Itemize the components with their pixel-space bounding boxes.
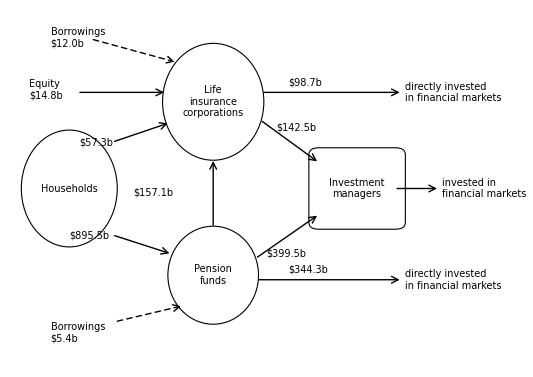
- Text: $142.5b: $142.5b: [276, 123, 316, 133]
- Text: Equity
$14.8b: Equity $14.8b: [29, 79, 63, 101]
- Text: $157.1b: $157.1b: [133, 187, 173, 197]
- Text: directly invested
in financial markets: directly invested in financial markets: [405, 81, 502, 103]
- Text: Borrowings
$12.0b: Borrowings $12.0b: [51, 27, 105, 49]
- Ellipse shape: [168, 226, 259, 324]
- Text: Households: Households: [41, 184, 98, 193]
- Text: Borrowings
$5.4b: Borrowings $5.4b: [51, 322, 105, 343]
- Text: invested in
financial markets: invested in financial markets: [442, 178, 527, 199]
- Text: Investment
managers: Investment managers: [329, 178, 385, 199]
- Text: Life
insurance
corporations: Life insurance corporations: [183, 85, 244, 118]
- FancyBboxPatch shape: [309, 148, 405, 229]
- Text: $98.7b: $98.7b: [288, 77, 322, 87]
- Ellipse shape: [21, 130, 117, 247]
- Text: $399.5b: $399.5b: [266, 249, 306, 259]
- Text: Pension
funds: Pension funds: [194, 264, 232, 286]
- Text: $344.3b: $344.3b: [288, 265, 328, 275]
- Text: $895.5b: $895.5b: [69, 231, 109, 241]
- Text: directly invested
in financial markets: directly invested in financial markets: [405, 269, 502, 291]
- Text: $57.3b: $57.3b: [79, 137, 113, 147]
- Ellipse shape: [163, 43, 264, 160]
